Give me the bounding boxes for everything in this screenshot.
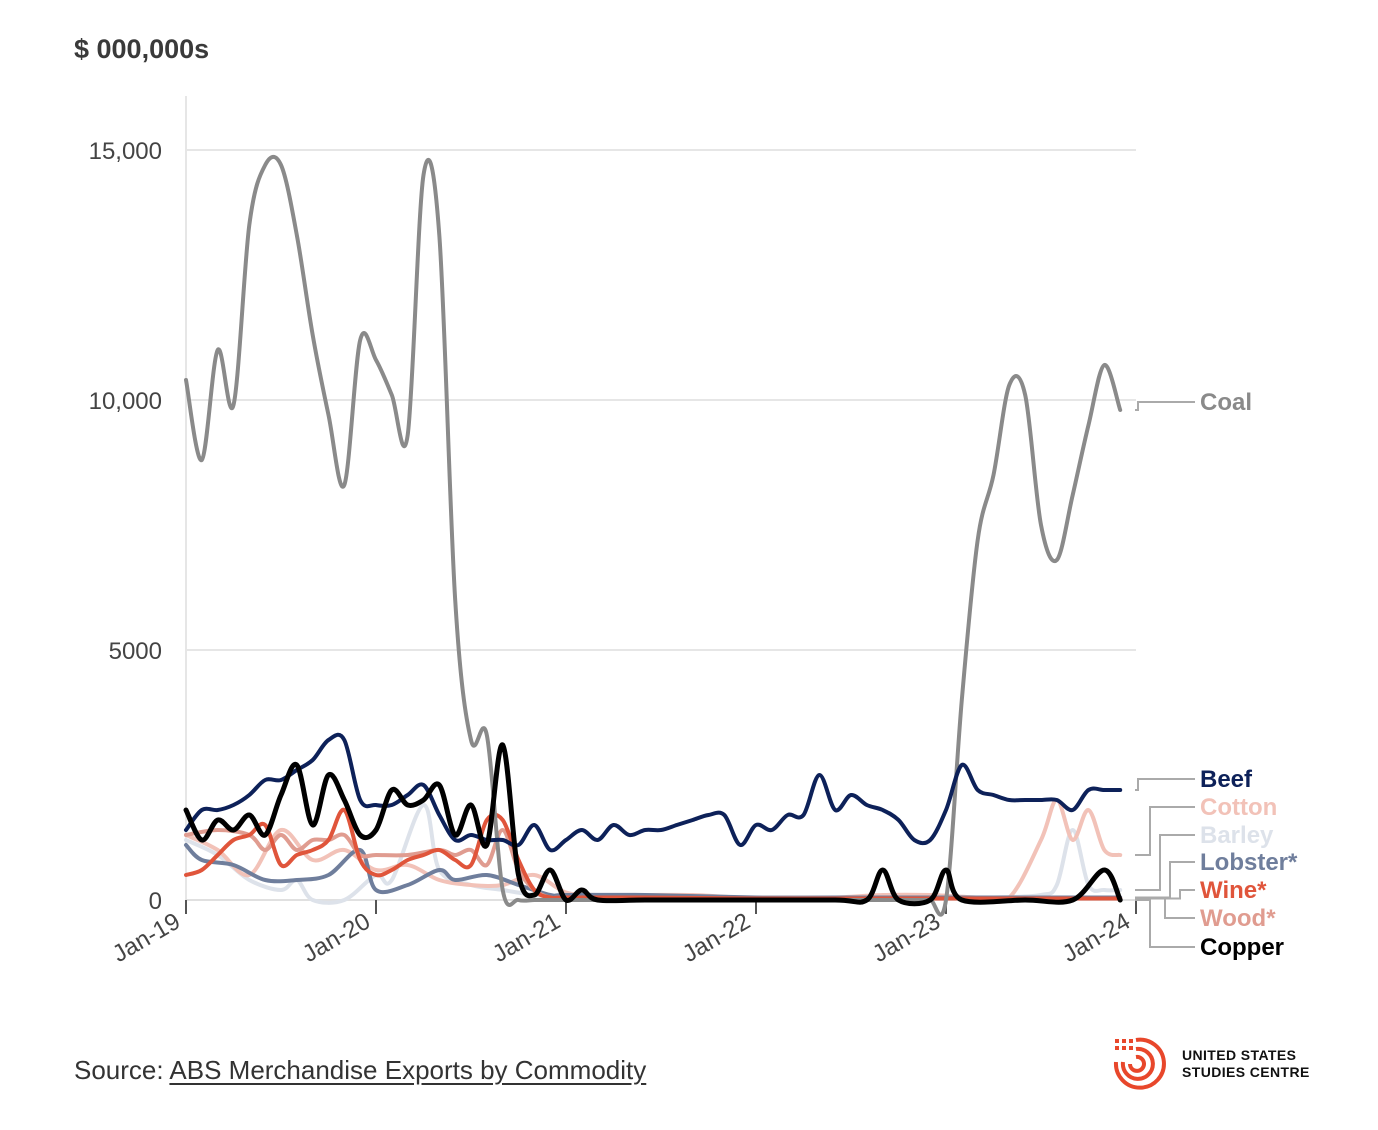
- series-line-coal: [184, 154, 1123, 917]
- y-tick-label: 0: [149, 888, 162, 915]
- y-axis-unit-label: $ 000,000s: [74, 34, 210, 64]
- series-lines: [183, 154, 1123, 917]
- x-tick-label: Jan-23: [868, 908, 945, 968]
- x-tick-label: Jan-22: [678, 908, 755, 968]
- x-tick-label: Jan-24: [1058, 908, 1135, 968]
- series-line-beef: [184, 732, 1123, 853]
- source-link[interactable]: ABS Merchandise Exports by Commodity: [169, 1055, 647, 1085]
- leader-line-lobster: [1135, 861, 1195, 899]
- series-line-copper: [183, 742, 1123, 907]
- series-line-barley: [184, 802, 1123, 905]
- x-tick-label: Jan-20: [298, 908, 375, 968]
- line-chart: Jan-19 Jan-20 Jan-21 Jan-22 Jan-23 Jan-24 0 50…: [89, 96, 1298, 968]
- source-prefix: Source:: [74, 1055, 170, 1085]
- logo-line-2: STUDIES CENTRE: [1182, 1064, 1310, 1080]
- series-label-lobster: Lobster*: [1200, 849, 1298, 876]
- x-tick-label: Jan-19: [108, 908, 185, 968]
- leader-line-cotton: [1135, 806, 1195, 856]
- y-tick-label: 15,000: [89, 138, 162, 165]
- leader-line-barley: [1135, 834, 1195, 891]
- leader-line-coal: [1135, 401, 1195, 411]
- series-line-lobster: [184, 843, 1123, 900]
- series-labels: Coal BeefCottonBarleyLobster*Wine*Wood*Co…: [1135, 389, 1298, 961]
- ussc-logo-mark-icon: [1113, 1037, 1166, 1090]
- series-line-wine: [184, 807, 1123, 901]
- series-label-wine: Wine*: [1200, 877, 1267, 904]
- series-label-beef: Beef: [1200, 766, 1253, 793]
- source-note: Source: ABS Merchandise Exports by Commo…: [74, 1055, 646, 1086]
- x-tick-label: Jan-21: [488, 908, 565, 968]
- y-tick-label: 10,000: [89, 388, 162, 415]
- y-tick-label: 5000: [109, 638, 162, 665]
- logo-line-1: UNITED STATES: [1182, 1047, 1297, 1063]
- ussc-logo: UNITED STATES STUDIES CENTRE: [1112, 1036, 1342, 1096]
- series-label-wood: Wood*: [1200, 905, 1276, 932]
- x-axis: Jan-19 Jan-20 Jan-21 Jan-22 Jan-23 Jan-24: [108, 900, 1137, 968]
- leader-line-copper: [1135, 899, 1195, 948]
- series-line-cotton: [184, 798, 1123, 904]
- y-axis: 0 5000 10,000 15,000: [89, 138, 162, 915]
- series-label-cotton: Cotton: [1200, 794, 1277, 821]
- series-label-coal: Coal: [1200, 389, 1252, 416]
- leader-line-wood: [1135, 897, 1195, 919]
- series-label-copper: Copper: [1200, 934, 1284, 961]
- series-label-barley: Barley: [1200, 822, 1274, 849]
- gridlines: [185, 96, 1136, 901]
- leader-line-beef: [1135, 778, 1195, 791]
